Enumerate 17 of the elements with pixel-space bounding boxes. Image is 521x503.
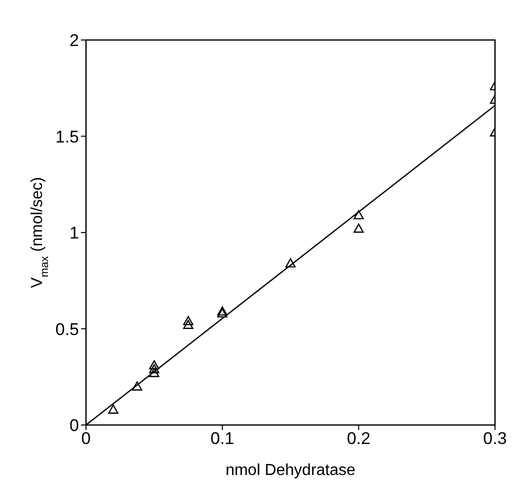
point [149,368,160,378]
y-tick-label: 1 [70,224,79,243]
point [285,258,296,268]
point [183,316,194,326]
point [132,381,142,391]
x-tick-label: 0.3 [483,429,507,448]
point [108,404,118,414]
y-tick-label: 0.5 [55,320,79,339]
x-axis-title: nmol Dehydratase [226,462,356,479]
y-tick-label: 0 [70,416,79,436]
y-tick-label: 2 [70,31,79,50]
x-tick-label: 0.2 [346,429,370,448]
point [183,320,194,329]
point [149,364,160,374]
y-tick-label: 1.5 [55,127,79,146]
point [149,360,160,370]
x-tick-label: 0.1 [210,429,234,448]
